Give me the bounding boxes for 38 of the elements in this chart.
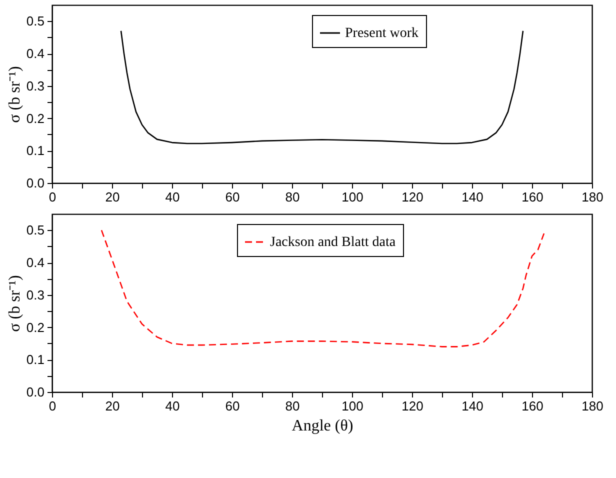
y-axis-title: σ (b sr⁻¹) bbox=[6, 275, 24, 332]
x-tick-label: 80 bbox=[285, 398, 300, 414]
x-tick-label: 80 bbox=[285, 190, 300, 204]
x-tick-label: 140 bbox=[462, 398, 484, 414]
x-tick-label: 140 bbox=[462, 190, 484, 204]
x-tick-label: 160 bbox=[522, 398, 544, 414]
legend-label: Jackson and Blatt data bbox=[270, 235, 396, 250]
x-tick-label: 180 bbox=[582, 398, 604, 414]
y-axis-title: σ (b sr⁻¹) bbox=[6, 66, 24, 123]
x-tick-label: 20 bbox=[105, 398, 120, 414]
y-tick-label: 0.1 bbox=[26, 143, 44, 158]
x-tick-label: 100 bbox=[342, 398, 364, 414]
x-tick-label: 60 bbox=[225, 398, 240, 414]
y-tick-label: 0.0 bbox=[26, 176, 44, 190]
line-series bbox=[100, 230, 545, 348]
y-tick-label: 0.5 bbox=[26, 14, 44, 29]
y-tick-label: 0.2 bbox=[26, 110, 44, 126]
legend-label: Present work bbox=[345, 26, 418, 41]
x-tick-label: 20 bbox=[105, 190, 120, 204]
y-tick-label: 0.0 bbox=[26, 384, 44, 400]
x-tick-label: 120 bbox=[402, 398, 424, 414]
x-tick-label: 180 bbox=[582, 190, 604, 204]
x-tick-label: 100 bbox=[342, 190, 364, 204]
y-tick-label: 0.4 bbox=[26, 255, 44, 270]
y-tick-label: 0.3 bbox=[26, 78, 44, 94]
y-tick-label: 0.2 bbox=[26, 320, 44, 335]
y-tick-label: 0.1 bbox=[26, 352, 44, 368]
x-tick-label: 0 bbox=[48, 398, 56, 414]
x-tick-label: 160 bbox=[522, 190, 544, 204]
y-tick-label: 0.5 bbox=[26, 222, 44, 238]
x-tick-label: 40 bbox=[165, 190, 180, 204]
y-tick-label: 0.4 bbox=[26, 46, 44, 62]
x-tick-label: 0 bbox=[48, 190, 56, 204]
x-tick-label: 120 bbox=[402, 190, 424, 204]
x-tick-label: 60 bbox=[225, 190, 240, 204]
y-tick-label: 0.3 bbox=[26, 287, 44, 302]
x-tick-label: 40 bbox=[165, 398, 180, 414]
x-axis-title: Angle (θ) bbox=[292, 418, 354, 434]
